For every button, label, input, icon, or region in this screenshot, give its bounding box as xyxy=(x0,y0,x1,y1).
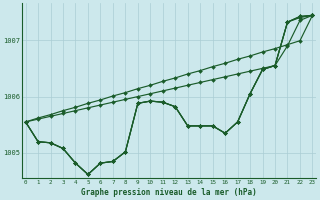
X-axis label: Graphe pression niveau de la mer (hPa): Graphe pression niveau de la mer (hPa) xyxy=(81,188,257,197)
